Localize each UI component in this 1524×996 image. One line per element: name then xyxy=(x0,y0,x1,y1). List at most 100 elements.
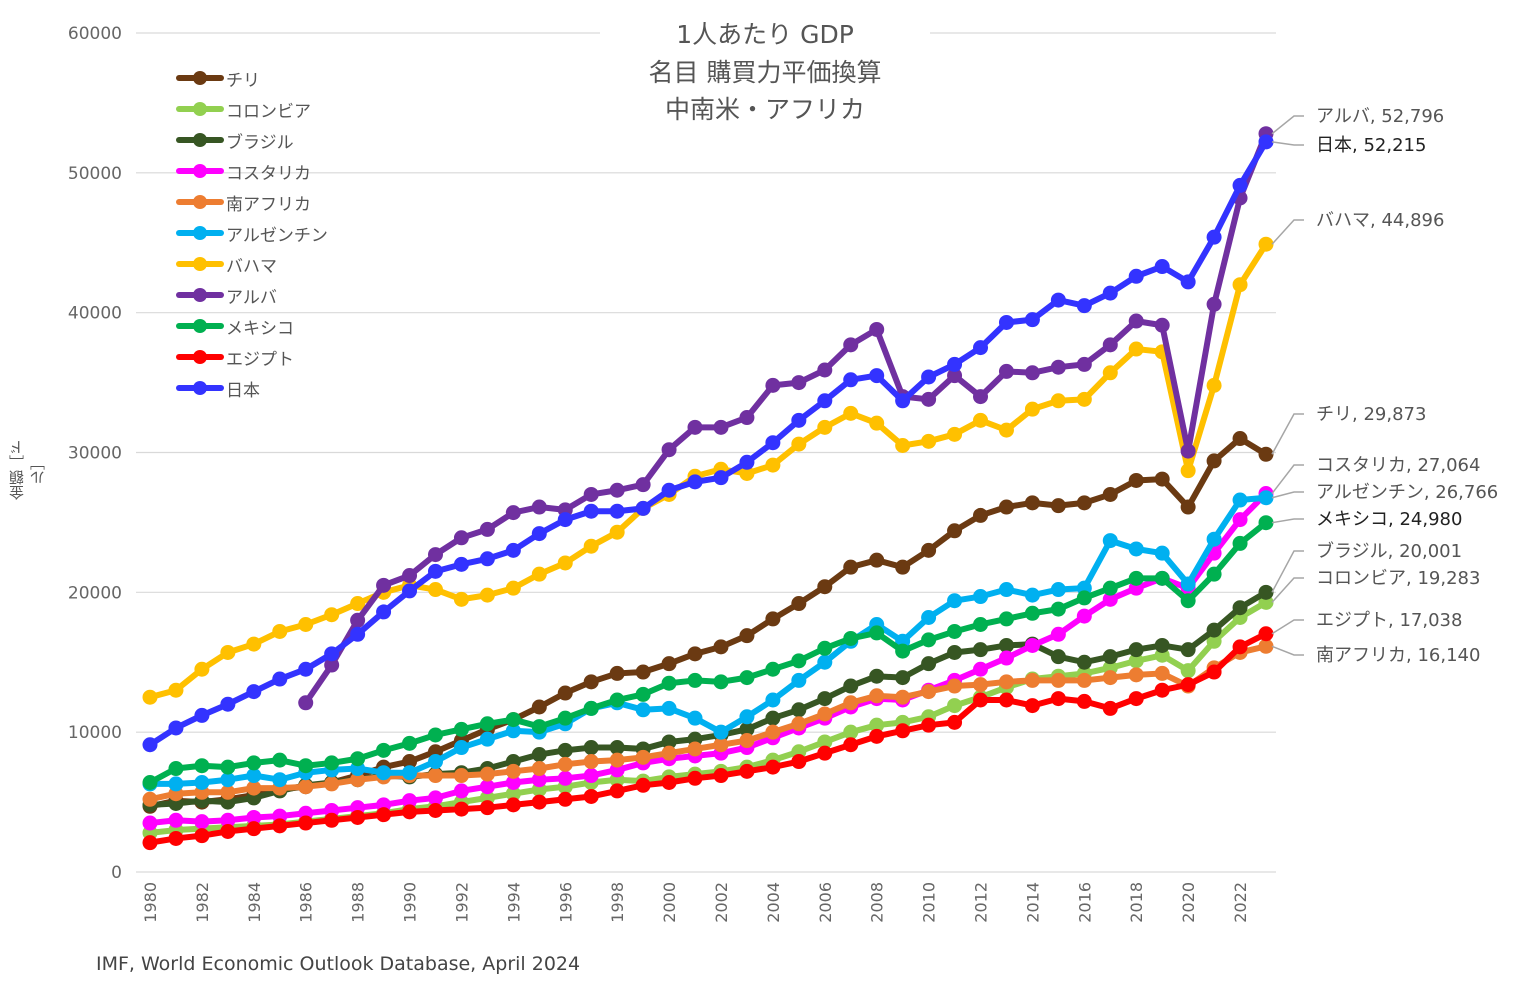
data-point xyxy=(1180,642,1196,658)
data-point xyxy=(1024,672,1040,688)
data-point xyxy=(661,656,677,672)
leader-line xyxy=(1271,550,1304,593)
y-axis-label: 金額［ドル］ xyxy=(8,440,47,500)
x-tick-label: 2018 xyxy=(1127,882,1146,923)
data-point xyxy=(427,790,443,806)
data-point xyxy=(609,740,625,756)
leader-line xyxy=(1271,518,1304,524)
data-point xyxy=(921,391,937,407)
data-point xyxy=(350,612,366,628)
data-point xyxy=(1206,453,1222,469)
data-point xyxy=(557,555,573,571)
data-point xyxy=(583,486,599,502)
data-point xyxy=(635,777,651,793)
data-point xyxy=(531,526,547,542)
data-point xyxy=(1076,672,1092,688)
data-point xyxy=(791,596,807,612)
data-point xyxy=(194,775,210,791)
data-point xyxy=(1050,393,1066,409)
data-point xyxy=(246,809,262,825)
legend-swatch xyxy=(176,97,224,121)
data-point xyxy=(350,751,366,767)
data-point xyxy=(661,734,677,750)
legend-item: コスタリカ xyxy=(176,159,311,184)
data-point xyxy=(921,656,937,672)
data-point xyxy=(998,692,1014,708)
data-point xyxy=(869,415,885,431)
data-point xyxy=(947,523,963,539)
x-tick-label: 2014 xyxy=(1023,882,1042,923)
data-point xyxy=(220,696,236,712)
data-point xyxy=(505,775,521,791)
legend-swatch xyxy=(176,314,224,338)
y-tick-label: 60000 xyxy=(68,24,122,44)
data-point xyxy=(998,674,1014,690)
data-point xyxy=(921,632,937,648)
data-point xyxy=(1050,292,1066,308)
data-point xyxy=(168,720,184,736)
data-point xyxy=(531,499,547,515)
data-point xyxy=(1180,663,1196,679)
data-point xyxy=(687,710,703,726)
data-point xyxy=(661,442,677,458)
y-tick-label: 40000 xyxy=(68,304,122,324)
y-tick-label: 50000 xyxy=(68,164,122,184)
data-point xyxy=(583,700,599,716)
data-point xyxy=(1128,642,1144,658)
data-point xyxy=(531,719,547,735)
data-point xyxy=(791,754,807,770)
data-point xyxy=(661,700,677,716)
legend-swatch xyxy=(176,283,224,307)
data-point xyxy=(635,664,651,680)
data-point xyxy=(1024,312,1040,328)
data-point xyxy=(1050,672,1066,688)
data-point xyxy=(1258,626,1274,642)
data-point xyxy=(505,797,521,813)
data-point xyxy=(609,752,625,768)
chart-title-line-1: 1人あたり GDP xyxy=(600,18,930,52)
data-point xyxy=(427,563,443,579)
data-point xyxy=(1076,356,1092,372)
data-point xyxy=(895,559,911,575)
data-point xyxy=(1128,341,1144,357)
leader-line xyxy=(1271,577,1304,603)
data-point xyxy=(402,804,418,820)
data-point xyxy=(246,684,262,700)
source-note: IMF, World Economic Outlook Database, Ap… xyxy=(96,953,581,975)
data-point xyxy=(246,755,262,771)
data-point xyxy=(869,368,885,384)
data-point xyxy=(765,710,781,726)
data-point xyxy=(998,314,1014,330)
data-point xyxy=(1180,274,1196,290)
data-point xyxy=(168,761,184,777)
leader-line xyxy=(1271,491,1304,499)
legend-label: チリ xyxy=(226,70,260,91)
data-point xyxy=(1154,471,1170,487)
data-point xyxy=(895,689,911,705)
data-point xyxy=(1024,605,1040,621)
legend-label: ブラジル xyxy=(226,132,294,153)
leader-line xyxy=(1271,413,1304,455)
data-point xyxy=(531,761,547,777)
data-point xyxy=(142,815,158,831)
x-tick-label: 2004 xyxy=(764,882,783,923)
data-point xyxy=(1206,531,1222,547)
end-labels: チリ, 29,873 コロンビア, 19,283 ブラジル, 20,001 コスタリカ… xyxy=(1271,106,1498,666)
data-point xyxy=(791,375,807,391)
data-point xyxy=(635,500,651,516)
data-point xyxy=(402,754,418,770)
y-tick-label: 20000 xyxy=(68,583,122,603)
data-point xyxy=(402,583,418,599)
legend-label: 日本 xyxy=(226,380,260,401)
leader-line xyxy=(1271,219,1304,245)
legend-item: アルバ xyxy=(176,283,277,308)
data-point xyxy=(479,766,495,782)
data-point xyxy=(843,405,859,421)
data-point xyxy=(661,775,677,791)
data-point xyxy=(635,702,651,718)
data-point xyxy=(687,770,703,786)
data-point xyxy=(1102,700,1118,716)
data-point xyxy=(921,369,937,385)
y-tick-label: 30000 xyxy=(68,444,122,464)
data-point xyxy=(895,723,911,739)
